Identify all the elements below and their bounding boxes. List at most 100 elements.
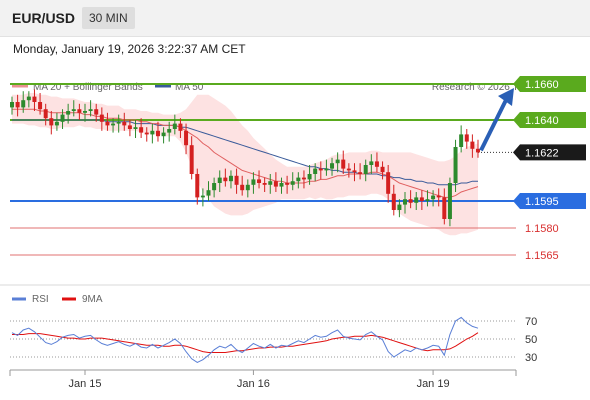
candle-body xyxy=(307,174,312,180)
candle-body xyxy=(172,123,177,129)
ma20-line xyxy=(12,108,479,198)
candle-body xyxy=(330,163,335,169)
candle-body xyxy=(380,166,385,173)
candle-body xyxy=(88,109,93,111)
candle-body xyxy=(189,145,194,174)
candle xyxy=(391,184,396,216)
candle xyxy=(71,100,76,117)
candle xyxy=(374,152,379,173)
candle-body xyxy=(414,197,419,203)
candle-body xyxy=(403,199,408,205)
candle-body xyxy=(99,114,104,122)
candle xyxy=(82,103,87,122)
candle xyxy=(358,163,363,180)
candle xyxy=(105,112,110,131)
candle xyxy=(212,177,217,198)
candle-body xyxy=(150,130,155,135)
rsi-legend-label: RSI xyxy=(32,294,49,305)
candle-body xyxy=(369,161,374,165)
candle-body xyxy=(290,181,295,185)
rsi-level-label: 50 xyxy=(525,334,537,346)
candle-body xyxy=(391,193,396,210)
candle xyxy=(470,134,475,158)
candle-body xyxy=(470,141,475,149)
candle xyxy=(66,103,71,124)
chart-toolbar: EUR/USD 30 MIN xyxy=(0,0,590,37)
candle-body xyxy=(15,102,20,108)
level-lines-layer xyxy=(10,83,520,256)
candle-body xyxy=(26,96,31,101)
candle xyxy=(223,168,228,187)
rsi-level-label: 70 xyxy=(525,316,537,328)
candle-body xyxy=(212,183,217,191)
candle xyxy=(10,96,14,115)
level-tag-current xyxy=(513,144,586,161)
candle xyxy=(397,199,402,218)
candle-body xyxy=(346,168,351,171)
candle xyxy=(116,114,121,133)
candle-body xyxy=(262,183,267,185)
candle xyxy=(419,190,424,210)
candle-body xyxy=(476,148,480,153)
candle-body xyxy=(313,168,318,174)
candle xyxy=(245,179,250,198)
candle xyxy=(167,121,172,142)
candle xyxy=(313,163,318,182)
candle xyxy=(234,168,239,194)
timeframe-button[interactable]: 30 MIN xyxy=(82,7,135,29)
candle-body xyxy=(21,100,26,108)
candle xyxy=(335,152,340,173)
candle-body xyxy=(447,183,452,219)
candle xyxy=(77,103,82,120)
candle-body xyxy=(223,177,228,182)
candle xyxy=(296,172,301,189)
candle xyxy=(476,139,480,158)
candle-body xyxy=(459,134,464,147)
candle-body xyxy=(122,121,127,126)
candle xyxy=(144,127,149,142)
candle-body xyxy=(408,199,413,203)
ma50-legend-label: MA 50 xyxy=(175,82,204,93)
level-label: 1.1580 xyxy=(525,223,559,235)
candle xyxy=(200,188,205,207)
candle xyxy=(184,123,189,155)
level-label-resistance: 1.1660 xyxy=(525,79,559,91)
candle xyxy=(60,109,65,129)
candle-body xyxy=(184,130,189,146)
candle-body xyxy=(32,96,37,102)
candle-body xyxy=(155,130,160,137)
candle-body xyxy=(206,190,211,196)
candle xyxy=(369,154,374,174)
candle xyxy=(464,129,469,149)
candle xyxy=(240,175,245,196)
candle xyxy=(431,190,436,207)
candle xyxy=(139,118,144,138)
candle-body xyxy=(161,132,166,137)
candle xyxy=(442,188,447,225)
candle-body xyxy=(453,147,458,183)
time-label: Jan 16 xyxy=(237,378,270,390)
candle xyxy=(386,165,391,203)
candle xyxy=(195,168,200,205)
candle xyxy=(346,163,351,178)
level-labels-layer: 1.1660 1.1640 1.1622 1.1595 1.1580 1.1565 xyxy=(513,76,586,262)
candle xyxy=(49,111,54,135)
candle-body xyxy=(144,132,149,135)
candle-body xyxy=(464,134,469,142)
candle xyxy=(38,93,43,115)
candle xyxy=(459,125,464,153)
candle xyxy=(161,127,166,144)
candle-body xyxy=(374,161,379,167)
candle-body xyxy=(43,109,48,119)
candle xyxy=(15,94,20,117)
candle xyxy=(414,192,419,210)
candle-body xyxy=(60,114,65,122)
candle xyxy=(133,120,138,138)
candle xyxy=(26,91,31,108)
rsi-ma-legend-label: 9MA xyxy=(82,294,103,305)
candle-body xyxy=(285,183,290,185)
candle xyxy=(363,159,368,182)
candle xyxy=(268,174,273,194)
candle-body xyxy=(240,184,245,191)
candle xyxy=(178,118,183,138)
